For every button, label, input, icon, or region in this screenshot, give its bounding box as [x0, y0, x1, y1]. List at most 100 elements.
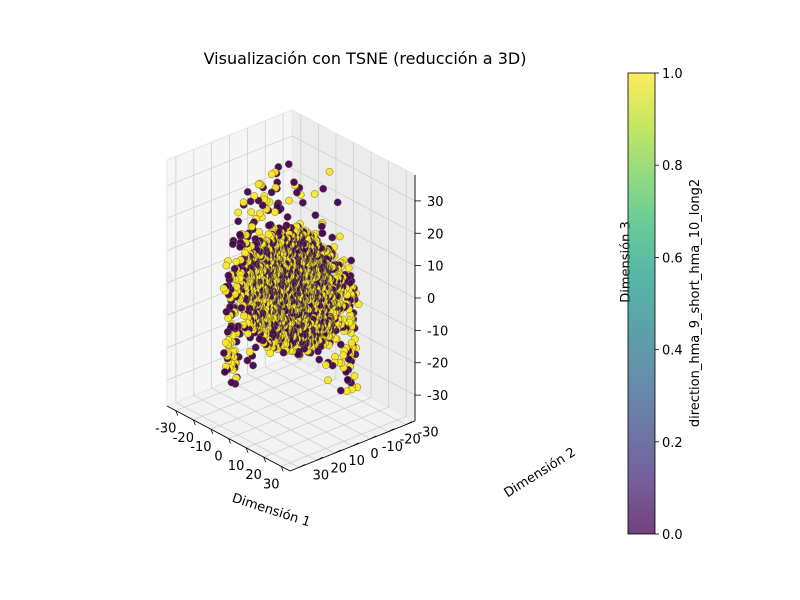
y-tick-label: 10 [348, 454, 365, 469]
z-tick-label: -30 [427, 389, 448, 404]
y-tick [352, 442, 359, 447]
data-point [315, 355, 324, 364]
data-point [324, 376, 332, 385]
data-point [279, 348, 288, 357]
x-tick [175, 410, 179, 416]
y-tick-label: -20 [400, 433, 421, 448]
data-point [234, 217, 243, 226]
data-point [243, 356, 252, 365]
data-point [336, 386, 345, 395]
gridline-x [193, 123, 319, 421]
data-point [239, 198, 248, 207]
data-point [255, 335, 264, 343]
colorbar: 0.0 0.2 0.4 0.6 0.8 1.0 direction_hma_9_short… [627, 67, 703, 543]
scatter-points [219, 160, 363, 396]
data-point [255, 227, 264, 236]
data-point [317, 222, 326, 231]
data-point [336, 340, 345, 349]
y-tick-label: -30 [417, 426, 438, 441]
data-point [290, 178, 298, 187]
data-point [249, 361, 257, 370]
data-point [319, 184, 328, 193]
y-tick [334, 449, 341, 454]
data-point [284, 160, 293, 169]
y-tick [298, 464, 306, 468]
data-point [347, 338, 356, 347]
data-point [251, 343, 260, 352]
data-point [222, 307, 231, 316]
data-point [236, 230, 244, 239]
colorbar-gradient [627, 72, 656, 535]
data-point [220, 349, 228, 357]
gridline-x [245, 151, 372, 449]
data-point [328, 233, 337, 242]
data-point [248, 222, 256, 231]
data-point [234, 208, 243, 217]
y-tick [405, 421, 413, 425]
chart-title: Visualización con TSNE (reducción a 3D) [204, 49, 527, 68]
data-point [314, 347, 322, 356]
y-tick [370, 435, 377, 440]
data-point [318, 229, 327, 238]
y-tick-label: 0 [370, 447, 378, 462]
z-tick-label: -20 [427, 357, 448, 372]
data-point [347, 256, 356, 265]
x-tick [263, 456, 267, 463]
data-point [247, 208, 256, 216]
data-point [264, 230, 273, 239]
data-point [221, 338, 230, 347]
data-point [237, 304, 246, 312]
data-point [250, 192, 259, 200]
x-axis-label: Dimensión 1 [230, 491, 312, 530]
data-point [293, 188, 301, 197]
data-point [241, 249, 249, 257]
colorbar-label: direction_hma_9_short_hma_10_long2 [688, 179, 703, 427]
gridline-y [193, 149, 317, 461]
data-point [265, 221, 273, 230]
data-point [271, 208, 279, 216]
x-tick-label: 30 [263, 477, 280, 492]
colorbar-tick-label: 0.2 [662, 436, 683, 451]
data-point [222, 261, 231, 270]
data-point [283, 213, 292, 221]
y-tick [316, 456, 323, 461]
x-tick [210, 429, 214, 435]
data-point [267, 170, 276, 179]
data-point [343, 375, 352, 384]
colorbar-tick-label: 0.6 [662, 251, 683, 266]
gridline-x [263, 161, 390, 458]
data-point [254, 180, 263, 189]
x-tick-label: 10 [228, 459, 245, 474]
x-tick-label: 0 [214, 450, 222, 465]
colorbar-ticks: 0.0 0.2 0.4 0.6 0.8 1.0 [655, 67, 683, 543]
data-point [350, 372, 359, 380]
y-tick-label: 30 [313, 468, 330, 483]
x-tick-label: -20 [173, 431, 194, 446]
data-point [325, 167, 334, 176]
gridline-y [246, 127, 371, 440]
data-point [344, 264, 353, 273]
gridline-y [175, 156, 300, 468]
x-tick [245, 447, 249, 453]
y-tick-label: 20 [331, 461, 348, 476]
data-point [246, 197, 255, 206]
data-point [240, 311, 248, 320]
data-point [255, 209, 264, 218]
colorbar-tick-label: 0.8 [662, 159, 683, 174]
colorbar-tick-label: 0.4 [662, 344, 683, 359]
x-tick [280, 466, 284, 472]
z-tick-label: 30 [427, 195, 444, 210]
data-point [232, 257, 241, 266]
data-point [310, 190, 319, 198]
gridline-x [281, 170, 407, 467]
gridline-x [210, 133, 337, 430]
data-point [333, 198, 342, 207]
gridline-y [282, 113, 407, 425]
data-point [245, 348, 254, 356]
data-point [227, 378, 236, 387]
y-tick [388, 428, 395, 433]
data-point [311, 211, 320, 220]
y-axis-label: Dimensión 2 [502, 445, 579, 501]
data-point [220, 368, 229, 376]
